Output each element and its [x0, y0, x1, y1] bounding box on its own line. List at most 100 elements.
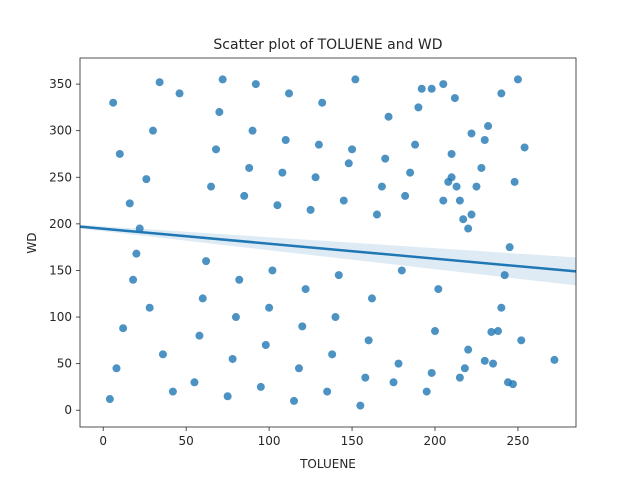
- scatter-point: [494, 327, 503, 336]
- scatter-point: [447, 173, 456, 182]
- scatter-point: [328, 350, 337, 359]
- scatter-point: [145, 303, 154, 312]
- plot-area: [79, 75, 577, 410]
- regression-line: [79, 225, 577, 273]
- scatter-point: [228, 354, 237, 363]
- scatter-point: [235, 275, 244, 284]
- scatter-point: [427, 368, 436, 377]
- scatter-point: [240, 191, 249, 200]
- scatter-point: [109, 98, 118, 107]
- y-tick-label: 350: [49, 77, 72, 91]
- y-tick-label: 50: [57, 357, 72, 371]
- scatter-point: [314, 140, 323, 149]
- scatter-point: [477, 163, 486, 172]
- scatter-point: [115, 149, 124, 158]
- scatter-point: [520, 143, 529, 152]
- confidence-band-area: [80, 224, 576, 286]
- scatter-point: [505, 243, 514, 252]
- scatter-point: [129, 275, 138, 284]
- scatter-point: [484, 122, 493, 131]
- x-tick-label: 250: [506, 434, 529, 448]
- scatter-point: [318, 98, 327, 107]
- regression-line-group: [79, 225, 577, 273]
- scatter-point: [223, 392, 232, 401]
- scatter-point: [394, 359, 403, 368]
- scatter-point: [285, 89, 294, 98]
- scatter-point: [467, 210, 476, 219]
- chart-title: Scatter plot of TOLUENE and WD: [213, 37, 442, 53]
- scatter-point: [175, 89, 184, 98]
- scatter-point: [301, 285, 310, 294]
- scatter-point: [306, 205, 315, 214]
- scatter-point: [452, 182, 461, 191]
- scatter-point: [331, 313, 340, 322]
- x-axis-title: TOLUENE: [299, 457, 356, 471]
- scatter-point: [439, 80, 448, 89]
- scatter-point: [480, 136, 489, 144]
- scatter-point: [334, 271, 343, 280]
- scatter-point: [218, 75, 227, 84]
- scatter-point: [510, 177, 519, 186]
- scatter-point: [202, 257, 211, 266]
- x-tick-label: 200: [424, 434, 447, 448]
- scatter-point: [278, 168, 287, 177]
- scatter-point: [381, 154, 390, 163]
- x-axis-ticks: 0 50 100 150 200 250: [99, 427, 529, 448]
- scatter-point: [447, 149, 456, 158]
- scatter-point: [384, 112, 393, 121]
- x-tick-label: 100: [258, 434, 281, 448]
- scatter-point: [248, 126, 257, 135]
- scatter-point: [356, 401, 365, 410]
- y-tick-label: 200: [49, 217, 72, 231]
- y-tick-label: 150: [49, 263, 72, 277]
- scatter-point: [455, 196, 464, 205]
- scatter-point: [427, 84, 436, 93]
- scatter-point: [265, 303, 274, 312]
- scatter-point: [401, 191, 410, 200]
- plot-frame: [79, 57, 577, 428]
- scatter-point: [323, 387, 332, 396]
- scatter-point: [500, 271, 509, 280]
- scatter-points: [105, 75, 559, 410]
- scatter-point: [414, 103, 423, 112]
- scatter-point: [348, 145, 357, 154]
- scatter-point: [480, 356, 489, 365]
- x-tick-label: 150: [341, 434, 364, 448]
- scatter-point: [261, 341, 270, 349]
- scatter-point: [372, 210, 381, 219]
- scatter-point: [339, 196, 348, 205]
- scatter-point: [207, 182, 216, 191]
- scatter-point: [489, 359, 498, 368]
- scatter-point: [439, 196, 448, 205]
- scatter-point: [455, 373, 464, 382]
- scatter-point: [344, 159, 353, 168]
- scatter-point: [464, 224, 473, 233]
- y-tick-label: 250: [49, 170, 72, 184]
- scatter-point: [125, 199, 134, 208]
- scatter-point: [497, 303, 506, 312]
- y-axis-ticks: 0 50 100 150 200 250 300 350: [49, 77, 80, 417]
- scatter-point: [281, 136, 290, 144]
- scatter-point: [351, 75, 360, 84]
- scatter-point: [251, 80, 260, 89]
- scatter-point: [364, 336, 373, 345]
- confidence-band: [80, 224, 576, 286]
- scatter-point: [389, 378, 398, 387]
- y-tick-label: 100: [49, 310, 72, 324]
- scatter-point: [231, 313, 240, 322]
- scatter-point: [397, 266, 406, 275]
- scatter-point: [168, 387, 177, 396]
- scatter-point: [450, 94, 459, 103]
- y-axis-title: WD: [25, 232, 39, 253]
- scatter-point: [212, 145, 221, 154]
- scatter-point: [487, 327, 496, 336]
- scatter-point: [195, 331, 204, 340]
- scatter-point: [422, 387, 431, 396]
- scatter-point: [311, 173, 320, 182]
- scatter-point: [431, 327, 439, 336]
- scatter-point: [190, 378, 199, 387]
- scatter-point: [155, 78, 164, 87]
- scatter-point: [464, 345, 473, 354]
- scatter-point: [289, 396, 298, 405]
